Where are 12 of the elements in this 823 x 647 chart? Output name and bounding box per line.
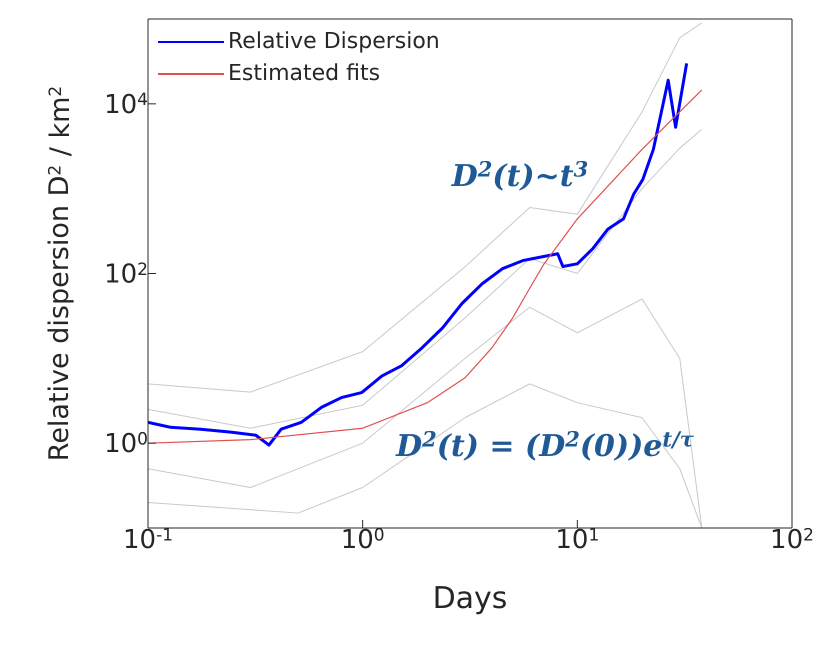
- y-tick-label: 10$^{4}$: [104, 90, 148, 120]
- legend-label: Relative Dispersion: [228, 28, 440, 56]
- x-tick-label: 10$^{1}$: [555, 525, 600, 555]
- y-tick-label: 10$^{0}$: [104, 429, 148, 460]
- x-tick-label: 10$^{2}$: [770, 525, 814, 555]
- x-axis-title: Days: [432, 581, 508, 616]
- x-tick-label: 10$^{-1}$: [122, 525, 174, 555]
- x-tick-label: 10$^{0}$: [340, 525, 385, 555]
- y-tick-label: 10$^{2}$: [104, 260, 148, 290]
- annotation: D$^{2}$(t)~t$^{3}$: [450, 156, 588, 194]
- annotation: D$^{2}$(t) = (D$^{2}$(0))e$^{t/τ}$: [395, 426, 695, 464]
- legend-label: Estimated fits: [228, 60, 380, 88]
